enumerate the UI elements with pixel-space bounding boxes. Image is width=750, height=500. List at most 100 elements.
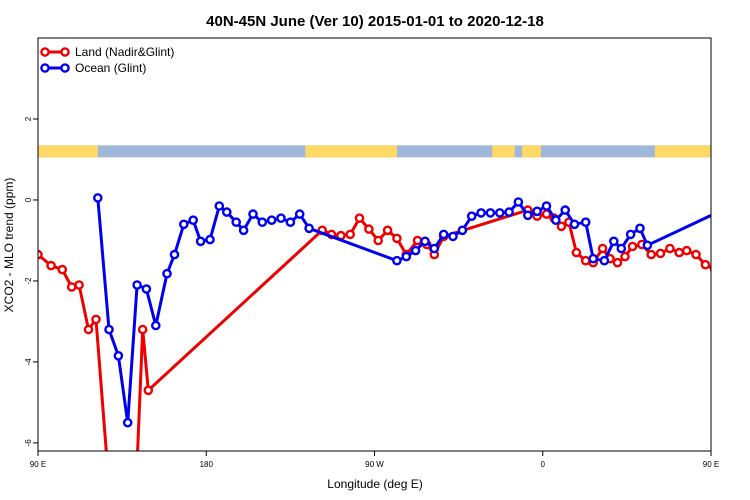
- ocean-data-point: [485, 208, 496, 218]
- land-data-point: [597, 243, 608, 254]
- ocean-data-point: [588, 253, 599, 264]
- ocean-data-point: [560, 205, 571, 215]
- x-axis-label: Longitude (deg E): [327, 477, 422, 491]
- land-data-point: [681, 245, 692, 256]
- land-data-point: [412, 235, 423, 246]
- ocean-data-point: [195, 236, 206, 247]
- y-tick-label: 2: [24, 116, 33, 121]
- land-data-point: [83, 324, 94, 335]
- ocean-data-point: [122, 417, 133, 428]
- land-data-point: [91, 314, 101, 325]
- ocean-data-point: [448, 231, 458, 242]
- ocean-data-point: [580, 217, 591, 227]
- ocean-data-point: [635, 223, 645, 234]
- ocean-legend-label: Ocean (Glint): [75, 61, 146, 75]
- land-strip-segment: [305, 145, 397, 158]
- ocean-data-point: [599, 255, 610, 266]
- ocean-data-point: [494, 208, 505, 218]
- land-data-point: [137, 324, 148, 335]
- land-data-point: [143, 385, 154, 396]
- ocean-data-point: [104, 324, 114, 335]
- ocean-data-point: [541, 201, 552, 211]
- ocean-data-point: [523, 210, 533, 221]
- ocean-data-point: [178, 219, 189, 230]
- ocean-data-point: [150, 320, 161, 331]
- ocean-legend-marker: [60, 63, 70, 73]
- land-data-point: [57, 264, 68, 275]
- y-axis: -6 -4 -2 0 2: [24, 116, 38, 446]
- land-data-point: [646, 249, 657, 260]
- land-strip-segment: [654, 145, 711, 158]
- ocean-data-point: [429, 243, 440, 254]
- land-strip-segment: [492, 145, 515, 158]
- ocean-data-point: [285, 217, 296, 227]
- land-data-point: [627, 241, 638, 252]
- land-data-point: [345, 229, 356, 240]
- ocean-data-point: [551, 215, 561, 225]
- x-tick-label: 90 E: [30, 460, 46, 469]
- chart-title: 40N-45N June (Ver 10) 2015-01-01 to 2020…: [206, 13, 544, 30]
- ocean-data-point: [438, 229, 449, 240]
- ocean-data-point: [569, 219, 580, 230]
- land-data-point: [721, 283, 728, 290]
- land-strip-segment: [522, 145, 541, 158]
- ocean-data-point: [476, 208, 486, 218]
- ocean-data-point: [642, 240, 653, 251]
- ocean-data-point: [294, 209, 305, 219]
- x-tick-label: 180: [200, 460, 214, 469]
- land-legend-marker: [40, 47, 50, 57]
- ocean-data-point: [266, 215, 277, 225]
- ocean-data-point: [504, 207, 514, 217]
- ocean-data-point: [169, 249, 180, 260]
- land-data-point: [730, 281, 737, 288]
- ocean-data-point: [276, 213, 286, 223]
- land-ocean-strip: [38, 145, 711, 158]
- ocean-legend-marker: [40, 63, 50, 73]
- ocean-data-point: [609, 236, 619, 247]
- ocean-data-point: [513, 197, 524, 207]
- land-data-point: [74, 280, 84, 290]
- ocean-data-point: [162, 268, 172, 279]
- y-tick-label: -6: [24, 439, 33, 447]
- ocean-data-point: [238, 225, 249, 236]
- land-data-point: [612, 257, 623, 268]
- y-axis-label: XCO2 - MLO trend (ppm): [2, 178, 16, 313]
- ocean-series-line: [96, 197, 711, 425]
- land-data-point: [46, 260, 56, 271]
- land-data-point: [674, 247, 685, 258]
- ocean-data-point: [532, 206, 542, 217]
- land-data-point: [580, 255, 591, 266]
- land-data-point: [691, 249, 701, 260]
- series-layer: [38, 193, 748, 451]
- ocean-data-point: [132, 280, 142, 290]
- land-data-point: [66, 282, 77, 292]
- ocean-data-point: [457, 225, 468, 236]
- land-data-point: [556, 221, 567, 232]
- ocean-data-point: [625, 229, 636, 240]
- ocean-data-point: [188, 215, 198, 225]
- ocean-data-point: [420, 236, 430, 247]
- ocean-data-point: [205, 234, 215, 245]
- x-tick-label: 0: [541, 460, 546, 469]
- land-data-point: [741, 326, 748, 333]
- ocean-data-point: [410, 245, 421, 256]
- land-legend-label: Land (Nadir&Glint): [75, 45, 174, 59]
- ocean-data-point: [616, 243, 627, 254]
- land-data-point: [709, 266, 711, 273]
- ocean-data-point: [248, 209, 258, 219]
- land-data-point: [700, 259, 711, 270]
- land-legend-marker: [60, 47, 70, 57]
- land-data-point: [382, 225, 393, 236]
- ocean-data-point: [214, 201, 225, 211]
- land-data-point: [373, 235, 384, 246]
- ocean-data-point: [141, 284, 152, 294]
- land-data-point: [392, 233, 402, 244]
- ocean-data-point: [392, 255, 402, 266]
- ocean-data-point: [221, 207, 232, 217]
- land-data-point: [620, 251, 630, 262]
- legend: Land (Nadir&Glint) Ocean (Glint): [40, 45, 174, 75]
- x-tick-label: 90 E: [703, 460, 719, 469]
- ocean-data-point: [304, 223, 314, 234]
- y-tick-label: -2: [24, 277, 33, 285]
